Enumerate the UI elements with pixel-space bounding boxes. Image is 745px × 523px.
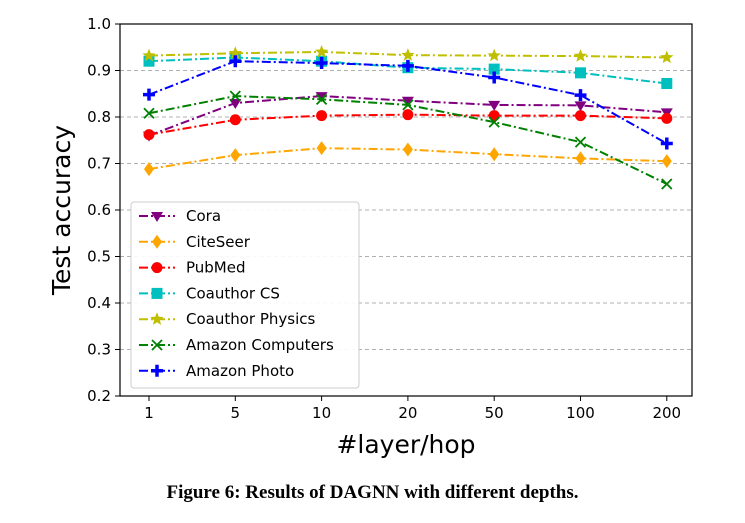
data-point-coauthor-physics — [660, 50, 674, 64]
legend-marker — [150, 312, 164, 325]
x-tick-label: 200 — [652, 404, 681, 422]
data-point-amazon-computers — [402, 99, 414, 111]
legend-label: PubMed — [186, 259, 246, 277]
data-point-amazon-computers — [143, 107, 155, 119]
y-tick-label: 0.3 — [87, 341, 111, 359]
y-tick-label: 1.0 — [87, 15, 111, 33]
data-point-pubmed — [402, 109, 414, 121]
y-tick-label: 0.4 — [87, 294, 111, 312]
legend-label: Coauthor CS — [186, 284, 280, 302]
x-tick-label: 50 — [485, 404, 504, 422]
series-layer — [142, 44, 674, 190]
legend-label: Amazon Photo — [186, 362, 294, 380]
y-tick-label: 0.8 — [87, 108, 111, 126]
data-point-pubmed — [575, 110, 586, 122]
data-point-citeseer — [402, 142, 413, 157]
data-point-pubmed — [661, 112, 673, 124]
data-point-amazon-computers — [574, 136, 587, 148]
data-point-citeseer — [575, 151, 586, 166]
data-point-citeseer — [661, 154, 672, 169]
legend-entry-cora: Cora — [139, 207, 221, 225]
x-tick-label: 1 — [144, 404, 154, 422]
data-point-amazon-photo — [315, 57, 328, 70]
data-point-amazon-photo — [574, 89, 587, 102]
data-point-coauthor-physics — [314, 44, 329, 58]
legend-marker — [151, 212, 163, 222]
legend-entry-amazon-photo: Amazon Photo — [139, 362, 294, 380]
data-point-coauthor-cs — [488, 63, 500, 75]
y-tick-label: 0.9 — [87, 62, 111, 80]
legend-label: Coauthor Physics — [186, 310, 316, 328]
data-point-amazon-computers — [488, 116, 500, 128]
data-point-amazon-photo — [660, 137, 673, 150]
data-point-amazon-photo — [488, 71, 501, 84]
legend-entry-pubmed: PubMed — [139, 259, 246, 277]
data-point-coauthor-physics — [228, 46, 242, 59]
y-tick-label: 0.7 — [87, 155, 111, 173]
data-point-coauthor-physics — [142, 48, 156, 62]
data-point-amazon-photo — [401, 59, 414, 72]
data-point-cora — [488, 100, 501, 111]
legend-marker — [151, 287, 163, 299]
data-point-amazon-computers — [229, 90, 241, 102]
data-point-cora — [574, 101, 587, 112]
series-coauthor-physics — [142, 44, 674, 64]
y-tick-label: 0.5 — [87, 248, 111, 266]
data-point-amazon-photo — [229, 55, 242, 68]
y-tick-label: 0.6 — [87, 201, 111, 219]
legend-marker — [152, 234, 162, 249]
data-point-coauthor-physics — [573, 49, 588, 62]
data-point-cora — [401, 96, 414, 107]
data-point-citeseer — [230, 148, 241, 163]
x-tick-label: 20 — [398, 404, 417, 422]
data-point-citeseer — [144, 162, 154, 177]
axis-ticks: 0.2 0.3 0.4 0.5 0.6 0.7 0.8 0.9 1.0 1 5 10 20 50 100 20… — [87, 15, 681, 422]
legend-label: Amazon Computers — [186, 336, 334, 354]
legend-marker — [151, 364, 163, 377]
y-tick-label: 0.2 — [87, 387, 111, 405]
data-point-pubmed — [229, 114, 241, 126]
legend-label: CiteSeer — [186, 233, 251, 251]
x-tick-label: 5 — [231, 404, 241, 422]
legend-entry-citeseer: CiteSeer — [139, 233, 251, 251]
data-point-coauthor-physics — [401, 48, 415, 61]
data-point-coauthor-cs — [575, 67, 586, 79]
data-point-pubmed — [143, 129, 155, 141]
data-point-amazon-computers — [315, 93, 328, 105]
legend-box — [130, 201, 360, 389]
data-point-citeseer — [489, 147, 500, 162]
figure-caption: Figure 6: Results of DAGNN with differen… — [166, 482, 579, 503]
series-citeseer — [144, 141, 672, 177]
series-pubmed — [143, 109, 673, 141]
legend-marker — [151, 339, 163, 351]
data-point-amazon-computers — [661, 178, 673, 190]
data-point-coauthor-cs — [661, 78, 673, 90]
y-axis-label: Test accuracy — [47, 125, 76, 296]
series-amazon-computers — [143, 90, 673, 190]
data-point-amazon-photo — [143, 88, 155, 101]
x-tick-label: 100 — [566, 404, 595, 422]
data-point-cora — [315, 92, 328, 103]
data-point-coauthor-cs — [143, 55, 155, 67]
x-tick-label: 10 — [312, 404, 331, 422]
data-point-coauthor-physics — [487, 48, 501, 62]
legend-entry-coauthor-cs: Coauthor CS — [139, 284, 280, 302]
legend-entry-amazon-computers: Amazon Computers — [139, 336, 334, 354]
legend: Cora CiteSeer PubMed Coauthor CS Coauthor Ph… — [130, 201, 360, 389]
x-axis-label: #layer/hop — [336, 430, 475, 459]
legend-entry-coauthor-physics: Coauthor Physics — [139, 310, 316, 328]
legend-marker — [151, 262, 163, 274]
data-point-citeseer — [316, 141, 327, 156]
series-amazon-photo — [143, 55, 673, 150]
legend-label: Cora — [186, 207, 221, 225]
chart: 0.2 0.3 0.4 0.5 0.6 0.7 0.8 0.9 1.0 1 5 10 20 50 100 20… — [47, 15, 693, 459]
data-point-cora — [229, 99, 242, 110]
data-point-pubmed — [316, 110, 328, 122]
